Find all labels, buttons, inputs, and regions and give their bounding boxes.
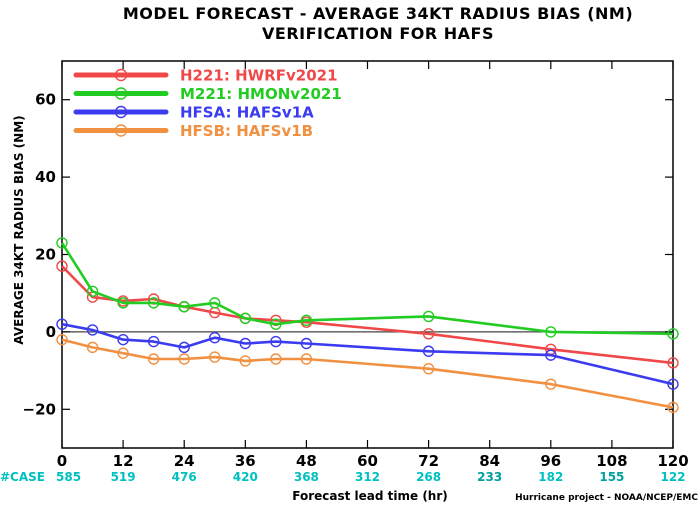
- series-point-3: [178, 353, 190, 365]
- case-count-value: 268: [416, 470, 441, 484]
- series-point-2: [300, 337, 313, 350]
- x-tick-label: 48: [296, 452, 317, 470]
- case-count-value: 312: [355, 470, 380, 484]
- series-point-0: [56, 260, 68, 272]
- legend-marker-2: [114, 105, 128, 119]
- series-line-1: [60, 242, 674, 336]
- series-point-1: [300, 314, 313, 326]
- series-point-3: [147, 353, 160, 365]
- series-point-1: [667, 328, 679, 340]
- series-point-2: [178, 341, 190, 354]
- case-count-value: 585: [56, 470, 81, 484]
- legend-label-2: HFSA: HAFSv1A: [180, 104, 314, 122]
- case-counts: #CASE 585 519 476 420 368 312 268 233 182 155 122: [0, 470, 686, 484]
- y-tick-label: 20: [35, 246, 56, 264]
- series-point-3: [300, 353, 313, 365]
- chart-subtitle: VERIFICATION FOR HAFS: [262, 24, 494, 43]
- x-tick-label: 60: [357, 452, 378, 470]
- x-tick-label: 24: [174, 452, 195, 470]
- series-point-2: [667, 378, 679, 390]
- series-point-3: [545, 378, 557, 390]
- series-point-3: [422, 362, 435, 375]
- series-point-1: [422, 310, 435, 323]
- series-point-1: [545, 326, 557, 338]
- legend-label-3: HFSB: HAFSv1B: [180, 122, 313, 140]
- case-count-label: #CASE: [0, 470, 45, 484]
- legend-label-0: H221: HWRFv2021: [180, 67, 338, 85]
- series-point-3: [117, 347, 129, 359]
- x-tick-label: 0: [57, 452, 67, 470]
- case-count-value: 368: [294, 470, 319, 484]
- legend-label-1: M221: HMONv2021: [180, 85, 342, 103]
- credit-text: Hurricane project - NOAA/NCEP/EMC: [515, 493, 698, 503]
- x-tick-label: 96: [540, 452, 561, 470]
- case-count-value: 233: [477, 470, 502, 484]
- y-axis: −20 0 20 40 60: [23, 91, 673, 418]
- series-point-1: [147, 297, 160, 309]
- case-count-value: 476: [172, 470, 197, 484]
- series-group: [56, 237, 679, 414]
- series-point-1: [56, 237, 68, 249]
- y-tick-label: −20: [23, 400, 56, 418]
- series-point-3: [270, 353, 282, 365]
- x-tick-label: 120: [657, 452, 688, 470]
- series-point-2: [56, 318, 68, 330]
- series-point-2: [270, 335, 282, 348]
- series-point-1: [270, 318, 282, 330]
- series-point-3: [239, 355, 252, 367]
- series-point-0: [422, 328, 435, 340]
- series-point-2: [545, 349, 557, 361]
- y-tick-label: 40: [35, 168, 56, 186]
- series-point-0: [667, 357, 679, 369]
- series-point-2: [239, 337, 252, 350]
- legend-marker-3: [114, 124, 128, 137]
- series-point-2: [209, 332, 221, 344]
- case-count-value: 519: [111, 470, 136, 484]
- series-point-3: [86, 341, 99, 354]
- x-axis-label: Forecast lead time (hr): [292, 489, 448, 503]
- series-point-2: [422, 345, 435, 357]
- chart-title: MODEL FORECAST - AVERAGE 34KT RADIUS BIA…: [123, 4, 633, 23]
- series-point-2: [86, 324, 99, 336]
- series-point-2: [147, 335, 160, 348]
- series-point-1: [239, 312, 252, 325]
- series-point-3: [209, 351, 221, 363]
- y-tick-label: 0: [46, 323, 56, 341]
- series-point-2: [117, 333, 129, 346]
- y-tick-label: 60: [35, 91, 56, 109]
- x-tick-label: 108: [596, 452, 627, 470]
- x-tick-label: 12: [113, 452, 134, 470]
- y-axis-label: AVERAGE 34KT RADIUS BIAS (NM): [12, 115, 26, 344]
- case-count-value: 182: [538, 470, 563, 484]
- case-count-value: 122: [660, 470, 685, 484]
- legend-marker-1: [114, 87, 128, 100]
- x-axis: 0 12 24 36 48 60 72 84 96 108 120: [57, 61, 689, 470]
- series-point-1: [209, 297, 221, 309]
- series-point-1: [117, 297, 129, 309]
- x-tick-label: 72: [418, 452, 439, 470]
- series-point-1: [86, 285, 99, 297]
- series-line-3: [61, 338, 674, 409]
- series-point-1: [178, 301, 190, 313]
- series-point-3: [667, 401, 679, 414]
- legend-marker-0: [114, 68, 128, 82]
- case-count-value: 420: [233, 470, 258, 484]
- case-count-value: 155: [599, 470, 624, 484]
- series-point-3: [56, 333, 68, 346]
- x-tick-label: 84: [479, 452, 500, 470]
- x-tick-label: 36: [235, 452, 256, 470]
